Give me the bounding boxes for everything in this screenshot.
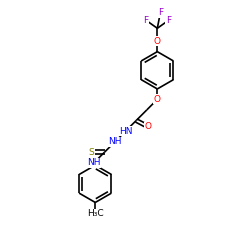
- Text: S: S: [89, 148, 94, 157]
- Text: F: F: [158, 8, 163, 18]
- Text: F: F: [166, 16, 171, 25]
- Text: O: O: [145, 122, 152, 131]
- Text: NH: NH: [87, 158, 101, 167]
- Text: O: O: [154, 95, 161, 104]
- Text: F: F: [144, 16, 149, 25]
- Text: H₃C: H₃C: [87, 209, 104, 218]
- Text: NH: NH: [108, 137, 122, 146]
- Text: O: O: [154, 37, 161, 46]
- Text: HN: HN: [119, 126, 132, 136]
